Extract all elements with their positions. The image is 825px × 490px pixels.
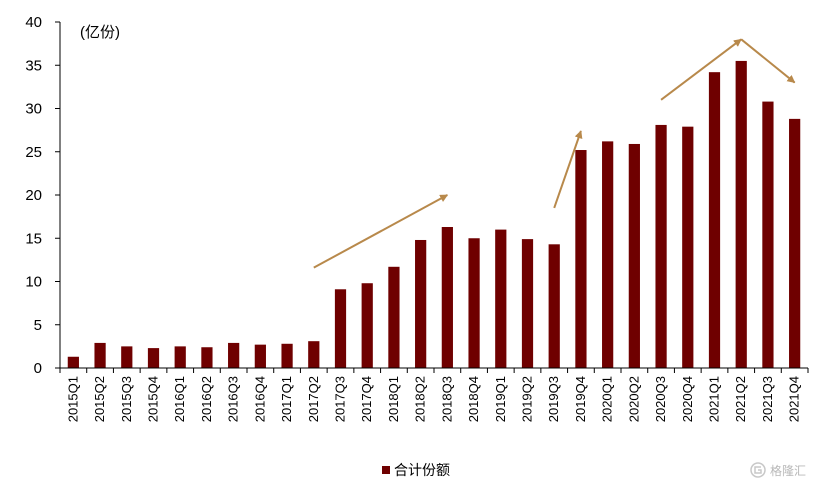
x-tick-label: 2018Q2 xyxy=(413,376,428,422)
legend-label: 合计份额 xyxy=(394,462,450,478)
bar-2020Q4 xyxy=(682,126,694,368)
bar-2016Q1 xyxy=(174,346,186,368)
x-tick-label: 2016Q3 xyxy=(226,376,241,422)
x-axis: 2015Q1 2015Q2 2015Q3 2015Q4 2016Q1 2016Q2 2016… xyxy=(59,367,809,422)
trend-arrow xyxy=(740,38,796,84)
x-tick-label: 2020Q3 xyxy=(653,376,668,422)
x-tick-label: 2016Q4 xyxy=(252,376,267,422)
x-tick-label: 2019Q4 xyxy=(573,376,588,422)
x-tick-label: 2016Q2 xyxy=(199,376,214,422)
x-tick-label: 2020Q2 xyxy=(626,376,641,422)
y-tick-label: 0 xyxy=(34,360,42,377)
x-tick-label: 2019Q2 xyxy=(520,376,535,422)
y-tick-label: 30 xyxy=(25,101,42,118)
x-tick-label: 2021Q3 xyxy=(760,376,775,422)
bar-2018Q3 xyxy=(441,227,453,368)
watermark-text: 格隆汇 xyxy=(770,463,806,478)
bars xyxy=(67,60,801,369)
legend: 合计份额 xyxy=(382,462,450,478)
x-tick-label: 2019Q1 xyxy=(493,376,508,422)
trend-arrow xyxy=(553,130,583,209)
y-tick-label: 15 xyxy=(25,230,42,247)
trend-arrow xyxy=(313,194,449,269)
y-axis: 0 5 10 15 20 25 30 35 40 xyxy=(25,14,61,377)
legend-swatch xyxy=(382,466,390,474)
bar-2020Q2 xyxy=(628,143,640,368)
x-tick-label: 2017Q2 xyxy=(306,376,321,422)
x-tick-label: 2017Q3 xyxy=(333,376,348,422)
bar-2021Q1 xyxy=(708,72,721,369)
bar-2019Q2 xyxy=(521,239,534,368)
bar-2021Q3 xyxy=(762,101,774,368)
x-tick-label: 2018Q3 xyxy=(439,376,454,422)
bar-2017Q2 xyxy=(308,341,320,368)
bar-2019Q3 xyxy=(548,244,560,368)
bar-2016Q3 xyxy=(228,342,240,368)
trend-arrows xyxy=(313,38,796,269)
x-tick-label: 2020Q1 xyxy=(600,376,615,422)
trend-arrow xyxy=(660,38,742,101)
x-tick-label: 2018Q1 xyxy=(386,376,401,422)
bar-2017Q1 xyxy=(281,343,293,368)
y-tick-label: 40 xyxy=(25,14,42,31)
bar-2015Q4 xyxy=(147,348,160,368)
bar-2015Q3 xyxy=(121,346,133,368)
bar-2019Q4 xyxy=(575,150,587,368)
bar-2016Q2 xyxy=(201,347,213,368)
x-tick-label: 2021Q4 xyxy=(787,376,802,422)
x-tick-label: 2021Q2 xyxy=(733,376,748,422)
y-tick-label: 10 xyxy=(25,274,42,291)
bar-2017Q4 xyxy=(361,283,373,368)
x-tick-label: 2021Q1 xyxy=(707,376,722,422)
bar-2021Q4 xyxy=(789,118,801,368)
x-tick-label: 2015Q3 xyxy=(119,376,134,422)
bar-2020Q1 xyxy=(602,141,614,368)
bar-2015Q1 xyxy=(67,356,79,368)
bar-2019Q1 xyxy=(495,229,507,368)
x-tick-label: 2018Q4 xyxy=(466,376,481,422)
x-tick-label: 2015Q4 xyxy=(146,376,161,422)
unit-label: (亿份) xyxy=(80,24,120,41)
x-tick-label: 2019Q3 xyxy=(546,376,561,422)
x-tick-label: 2015Q1 xyxy=(65,376,80,422)
bar-2020Q3 xyxy=(655,124,667,368)
y-tick-label: 25 xyxy=(25,144,42,161)
bar-2021Q2 xyxy=(735,60,747,369)
x-tick-label: 2017Q1 xyxy=(279,376,294,422)
y-tick-label: 35 xyxy=(25,57,42,74)
bar-2018Q2 xyxy=(415,239,427,368)
watermark: 格隆汇 xyxy=(750,462,806,478)
bar-2018Q1 xyxy=(388,266,400,368)
x-tick-label: 2016Q1 xyxy=(172,376,187,422)
x-tick-label: 2015Q2 xyxy=(92,376,107,422)
bar-2018Q4 xyxy=(468,238,480,368)
bar-2016Q4 xyxy=(254,344,266,368)
x-tick-label: 2020Q4 xyxy=(680,376,695,422)
y-tick-label: 20 xyxy=(25,187,42,204)
y-tick-label: 5 xyxy=(34,317,42,334)
gelonghui-logo-icon xyxy=(750,462,766,478)
bar-2017Q3 xyxy=(334,289,347,368)
x-tick-label: 2017Q4 xyxy=(359,376,374,422)
bar-2015Q2 xyxy=(94,342,106,368)
